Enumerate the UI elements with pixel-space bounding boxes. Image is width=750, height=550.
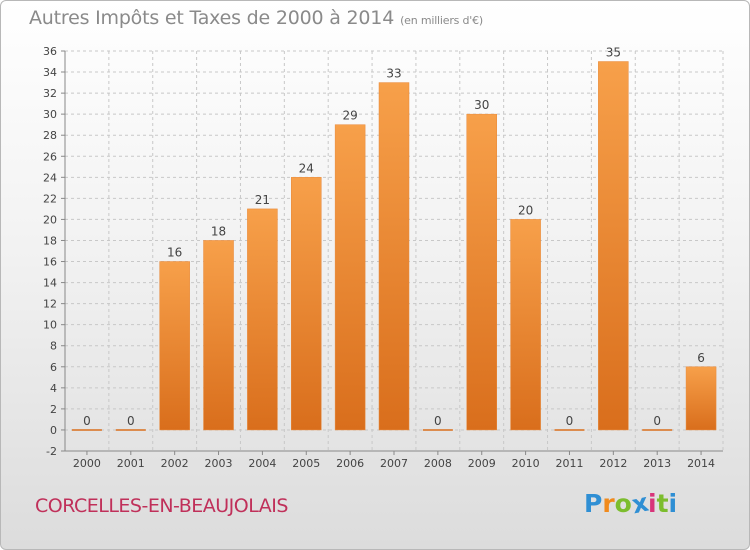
x-tick-label: 2003 — [205, 457, 233, 470]
x-tick-label: 2010 — [512, 457, 540, 470]
data-label: 24 — [299, 161, 314, 175]
proxiti-logo: Proxiti — [584, 488, 678, 520]
y-tick-label: 12 — [43, 298, 57, 311]
y-tick-label: 32 — [43, 87, 57, 100]
y-tick-label: 14 — [43, 277, 57, 290]
y-tick-label: 20 — [43, 213, 57, 226]
logo-letter: P — [584, 489, 603, 518]
chart-unit-note: (en milliers d'€) — [400, 14, 483, 27]
data-label: 0 — [653, 414, 661, 428]
y-tick-label: 0 — [50, 424, 57, 437]
y-tick-label: 30 — [43, 108, 57, 121]
y-tick-label: 24 — [43, 171, 57, 184]
data-label: 30 — [474, 98, 489, 112]
x-tick-label: 2012 — [599, 457, 627, 470]
bar — [685, 366, 717, 431]
bar — [334, 124, 366, 431]
x-tick-label: 2001 — [117, 457, 145, 470]
y-tick-label: 26 — [43, 150, 57, 163]
data-label: 6 — [697, 351, 705, 365]
bar — [203, 240, 234, 431]
y-tick-label: 4 — [50, 382, 57, 395]
commune-name: CORCELLES-EN-BEAUJOLAIS — [35, 495, 288, 517]
data-label: 0 — [83, 414, 91, 428]
data-label: 21 — [255, 193, 270, 207]
x-tick-label: 2008 — [424, 457, 452, 470]
bar — [159, 261, 190, 431]
y-tick-label: 6 — [50, 361, 57, 374]
x-tick-label: 2004 — [248, 457, 276, 470]
x-tick-label: 2014 — [687, 457, 715, 470]
y-tick-label: 22 — [43, 192, 57, 205]
bar — [247, 208, 278, 431]
x-tick-label: 2007 — [380, 457, 408, 470]
y-tick-label: 16 — [43, 256, 57, 269]
logo-letter: i — [648, 489, 657, 518]
logo-letter: r — [602, 489, 615, 518]
y-tick-label: 10 — [43, 319, 57, 332]
chart-title-text: Autres Impôts et Taxes de 2000 à 2014 — [29, 7, 395, 29]
bars — [71, 61, 717, 431]
y-tick-label: 18 — [43, 234, 57, 247]
logo-letter: i — [668, 489, 678, 518]
data-label: 0 — [566, 414, 574, 428]
x-tick-label: 2011 — [555, 457, 583, 470]
data-labels: 0 0 16 18 21 24 29 33 0 30 20 0 35 0 6 — [83, 46, 705, 428]
x-tick-label: 2006 — [336, 457, 364, 470]
x-tick-label: 2013 — [643, 457, 671, 470]
x-tick-label: 2009 — [468, 457, 496, 470]
bar — [291, 177, 322, 431]
bar — [510, 219, 541, 431]
chart-title: Autres Impôts et Taxes de 2000 à 2014 (en… — [29, 7, 483, 29]
data-label: 35 — [606, 46, 621, 60]
bar — [598, 61, 629, 431]
x-tick-label: 2000 — [73, 457, 101, 470]
data-label: 29 — [342, 109, 357, 123]
y-tick-label: 8 — [50, 340, 57, 353]
logo-letter: t — [656, 489, 669, 518]
x-tick-label: 2002 — [161, 457, 189, 470]
logo-letter: o — [614, 489, 632, 518]
y-tick-label: -2 — [46, 445, 57, 458]
data-label: 33 — [386, 67, 401, 81]
data-label: 0 — [127, 414, 135, 428]
data-label: 18 — [211, 224, 226, 238]
bar — [378, 82, 410, 431]
y-tick-label: 2 — [50, 403, 57, 416]
y-tick-label: 34 — [43, 66, 57, 79]
bar — [466, 113, 497, 431]
y-tick-label: 28 — [43, 129, 57, 142]
data-label: 20 — [518, 203, 533, 217]
y-tick-label: 36 — [43, 45, 57, 58]
data-label: 16 — [167, 246, 182, 260]
data-label: 0 — [434, 414, 442, 428]
x-tick-label: 2005 — [292, 457, 320, 470]
